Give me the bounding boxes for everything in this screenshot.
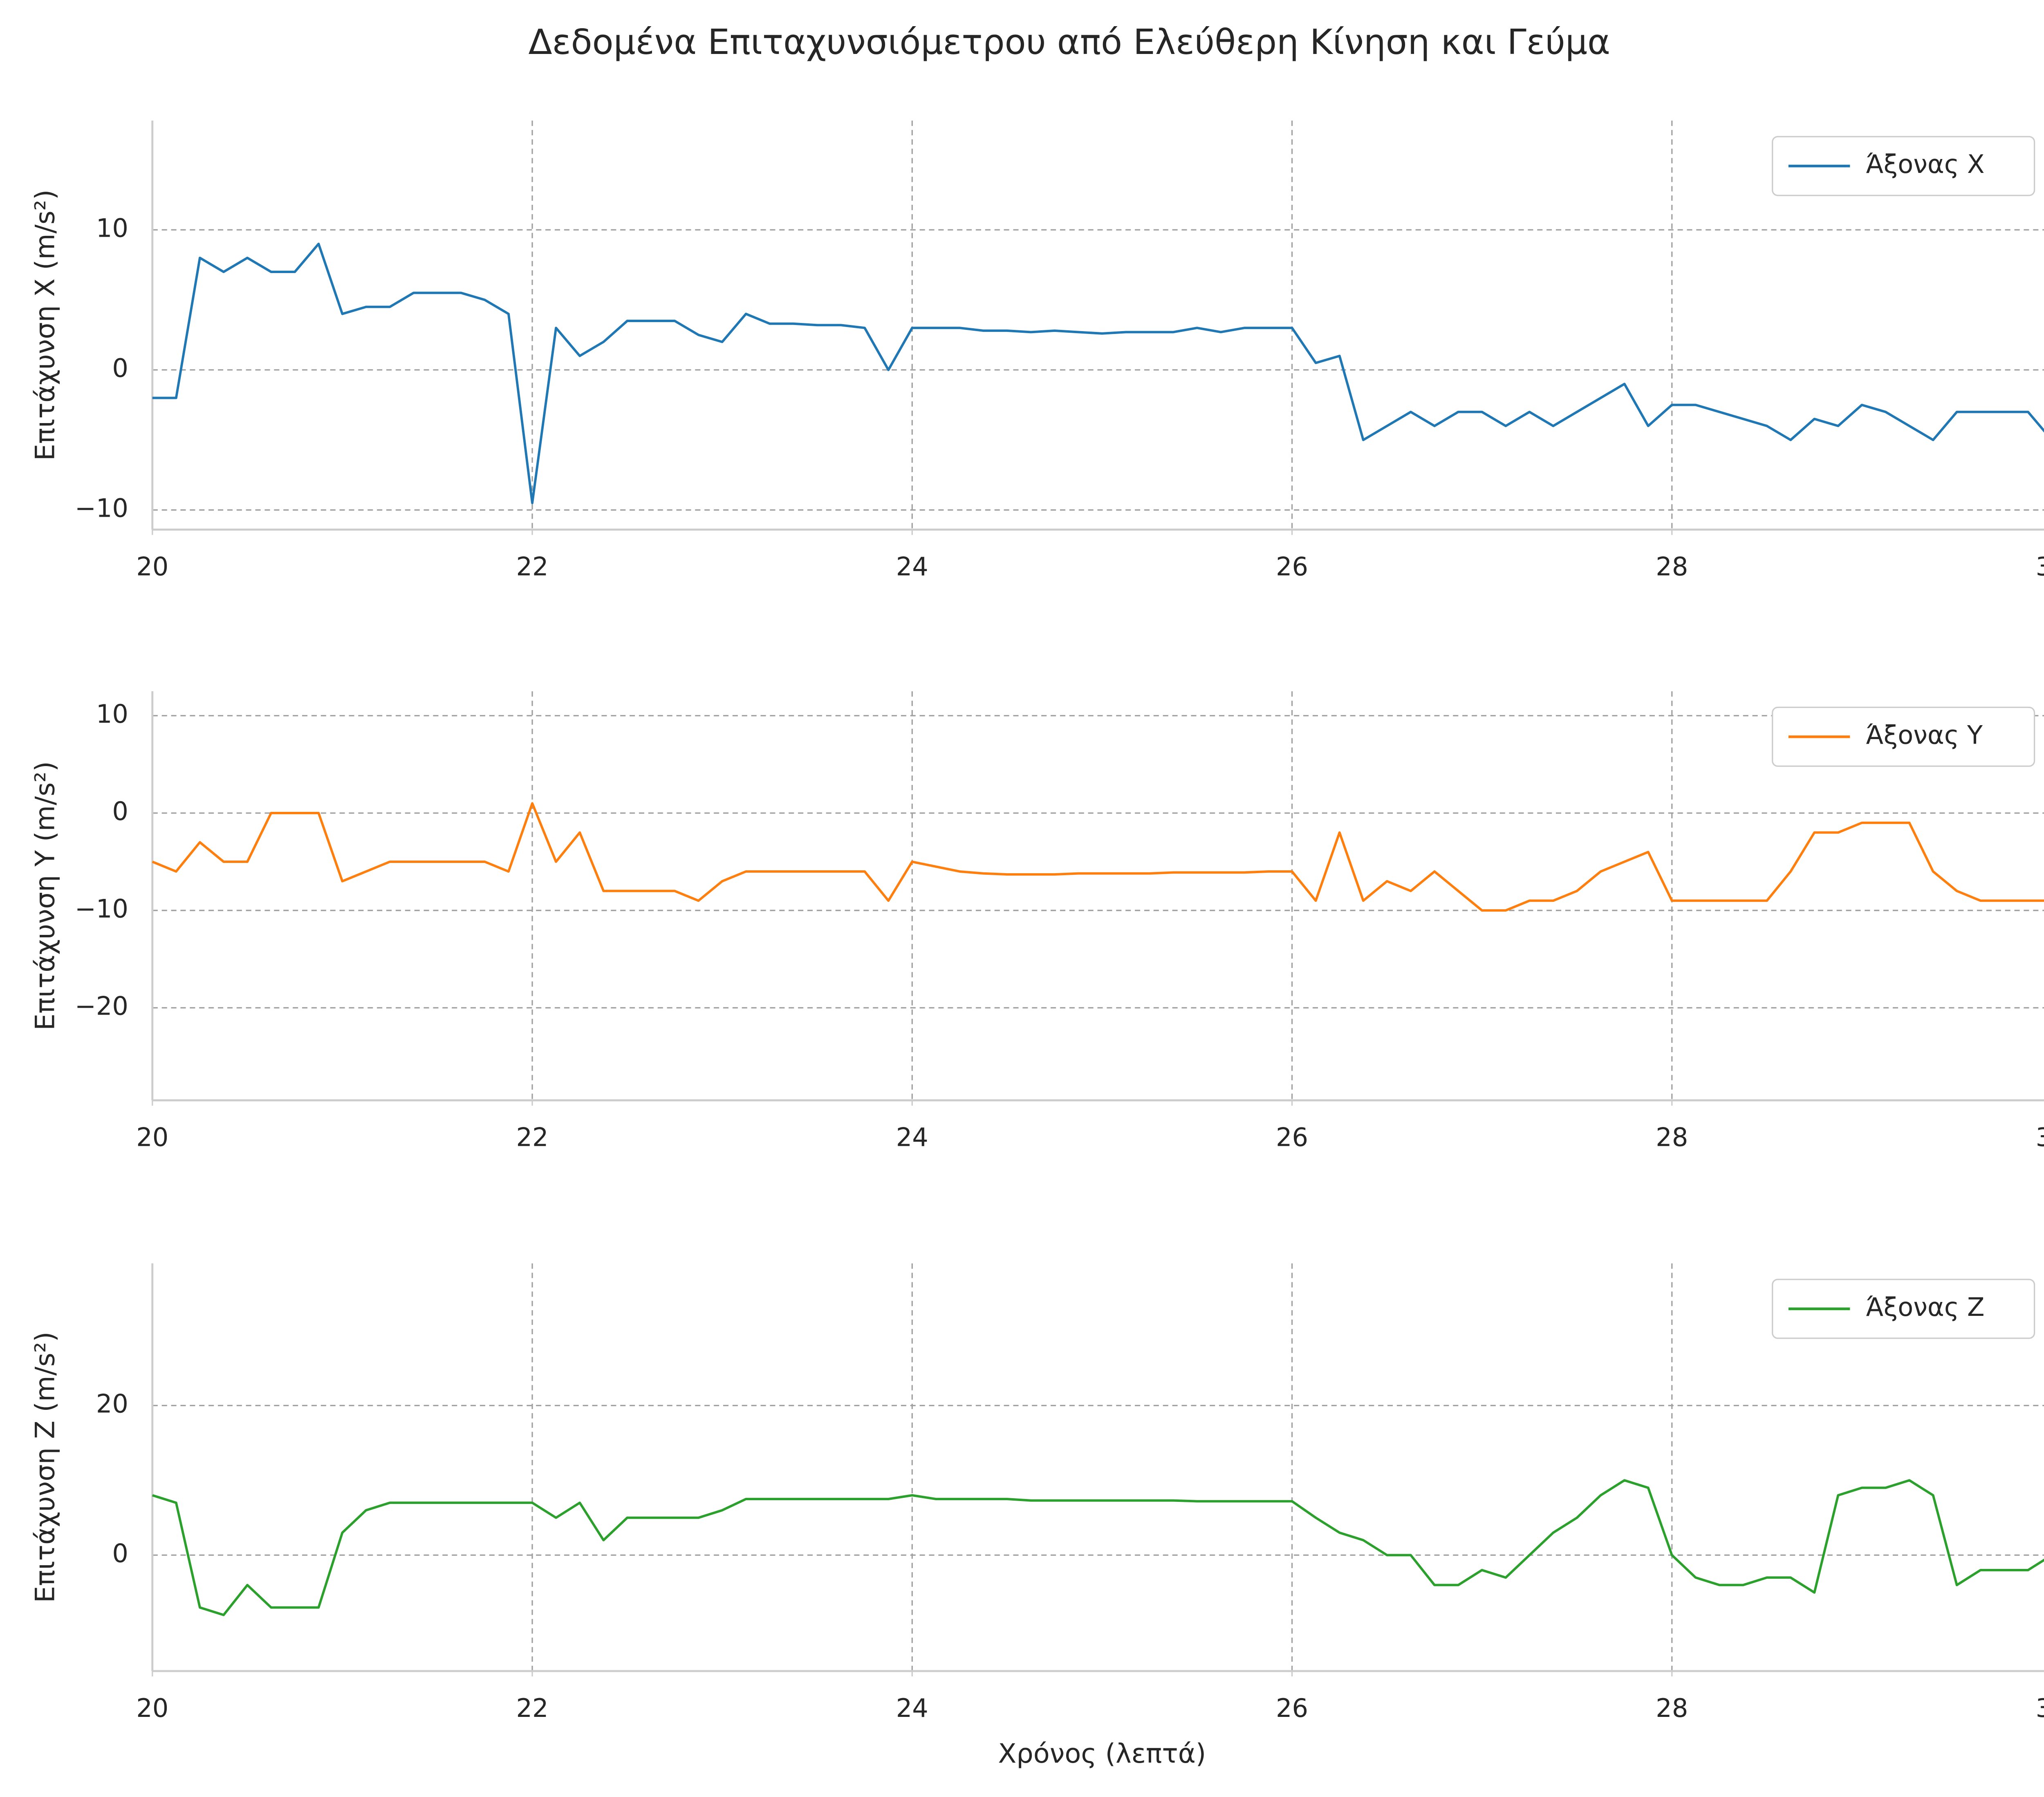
x-tick-label: 22 xyxy=(516,1123,548,1152)
x-axis-label: Χρόνος (λεπτά) xyxy=(998,1738,1206,1769)
x-tick-label: 30 xyxy=(2036,551,2044,581)
data-line xyxy=(152,1479,2044,1616)
y-tick-label: −10 xyxy=(75,894,128,923)
y-tick-label: 20 xyxy=(96,1389,128,1418)
x-tick-label: 20 xyxy=(136,551,168,581)
x-tick-label: 26 xyxy=(1276,1123,1308,1152)
legend-label: Άξονας Y xyxy=(1866,720,1983,750)
x-tick-label: 28 xyxy=(1656,551,1688,581)
y-tick-label: −10 xyxy=(75,493,128,523)
y-tick-label: 10 xyxy=(96,699,128,729)
y-tick-label: −20 xyxy=(75,991,128,1021)
x-tick-label: 24 xyxy=(896,551,928,581)
legend-box xyxy=(1772,1279,2035,1339)
y-tick-label: 0 xyxy=(112,1538,128,1568)
x-tick-label: 20 xyxy=(136,1693,168,1723)
x-tick-label: 28 xyxy=(1656,1693,1688,1723)
y-tick-label: 10 xyxy=(96,213,128,243)
x-tick-label: 22 xyxy=(516,1693,548,1723)
x-tick-label: 26 xyxy=(1276,1693,1308,1723)
x-tick-label: 30 xyxy=(2036,1123,2044,1152)
data-line xyxy=(152,802,2044,912)
y-tick-label: 0 xyxy=(112,353,128,383)
x-tick-label: 26 xyxy=(1276,551,1308,581)
y-axis-label: Επιτάχυνση Z (m/s²) xyxy=(30,1332,61,1603)
y-axis-label: Επιτάχυνση Y (m/s²) xyxy=(30,761,61,1031)
legend-box xyxy=(1772,706,2035,767)
x-tick-label: 22 xyxy=(516,551,548,581)
y-axis-label: Επιτάχυνση X (m/s²) xyxy=(30,189,61,461)
x-tick-label: 20 xyxy=(136,1123,168,1152)
legend-label: Άξονας Z xyxy=(1866,1292,1985,1322)
chart-title: Δεδομένα Επιταχυνσιόμετρου από Ελεύθερη … xyxy=(529,22,1611,63)
legend-label: Άξονας X xyxy=(1866,149,1985,179)
x-tick-label: 30 xyxy=(2036,1693,2044,1723)
legend-box xyxy=(1772,136,2035,196)
x-tick-label: 24 xyxy=(896,1123,928,1152)
y-tick-label: 0 xyxy=(112,796,128,826)
x-tick-label: 28 xyxy=(1656,1123,1688,1152)
data-line xyxy=(152,242,2044,504)
x-tick-label: 24 xyxy=(896,1693,928,1723)
